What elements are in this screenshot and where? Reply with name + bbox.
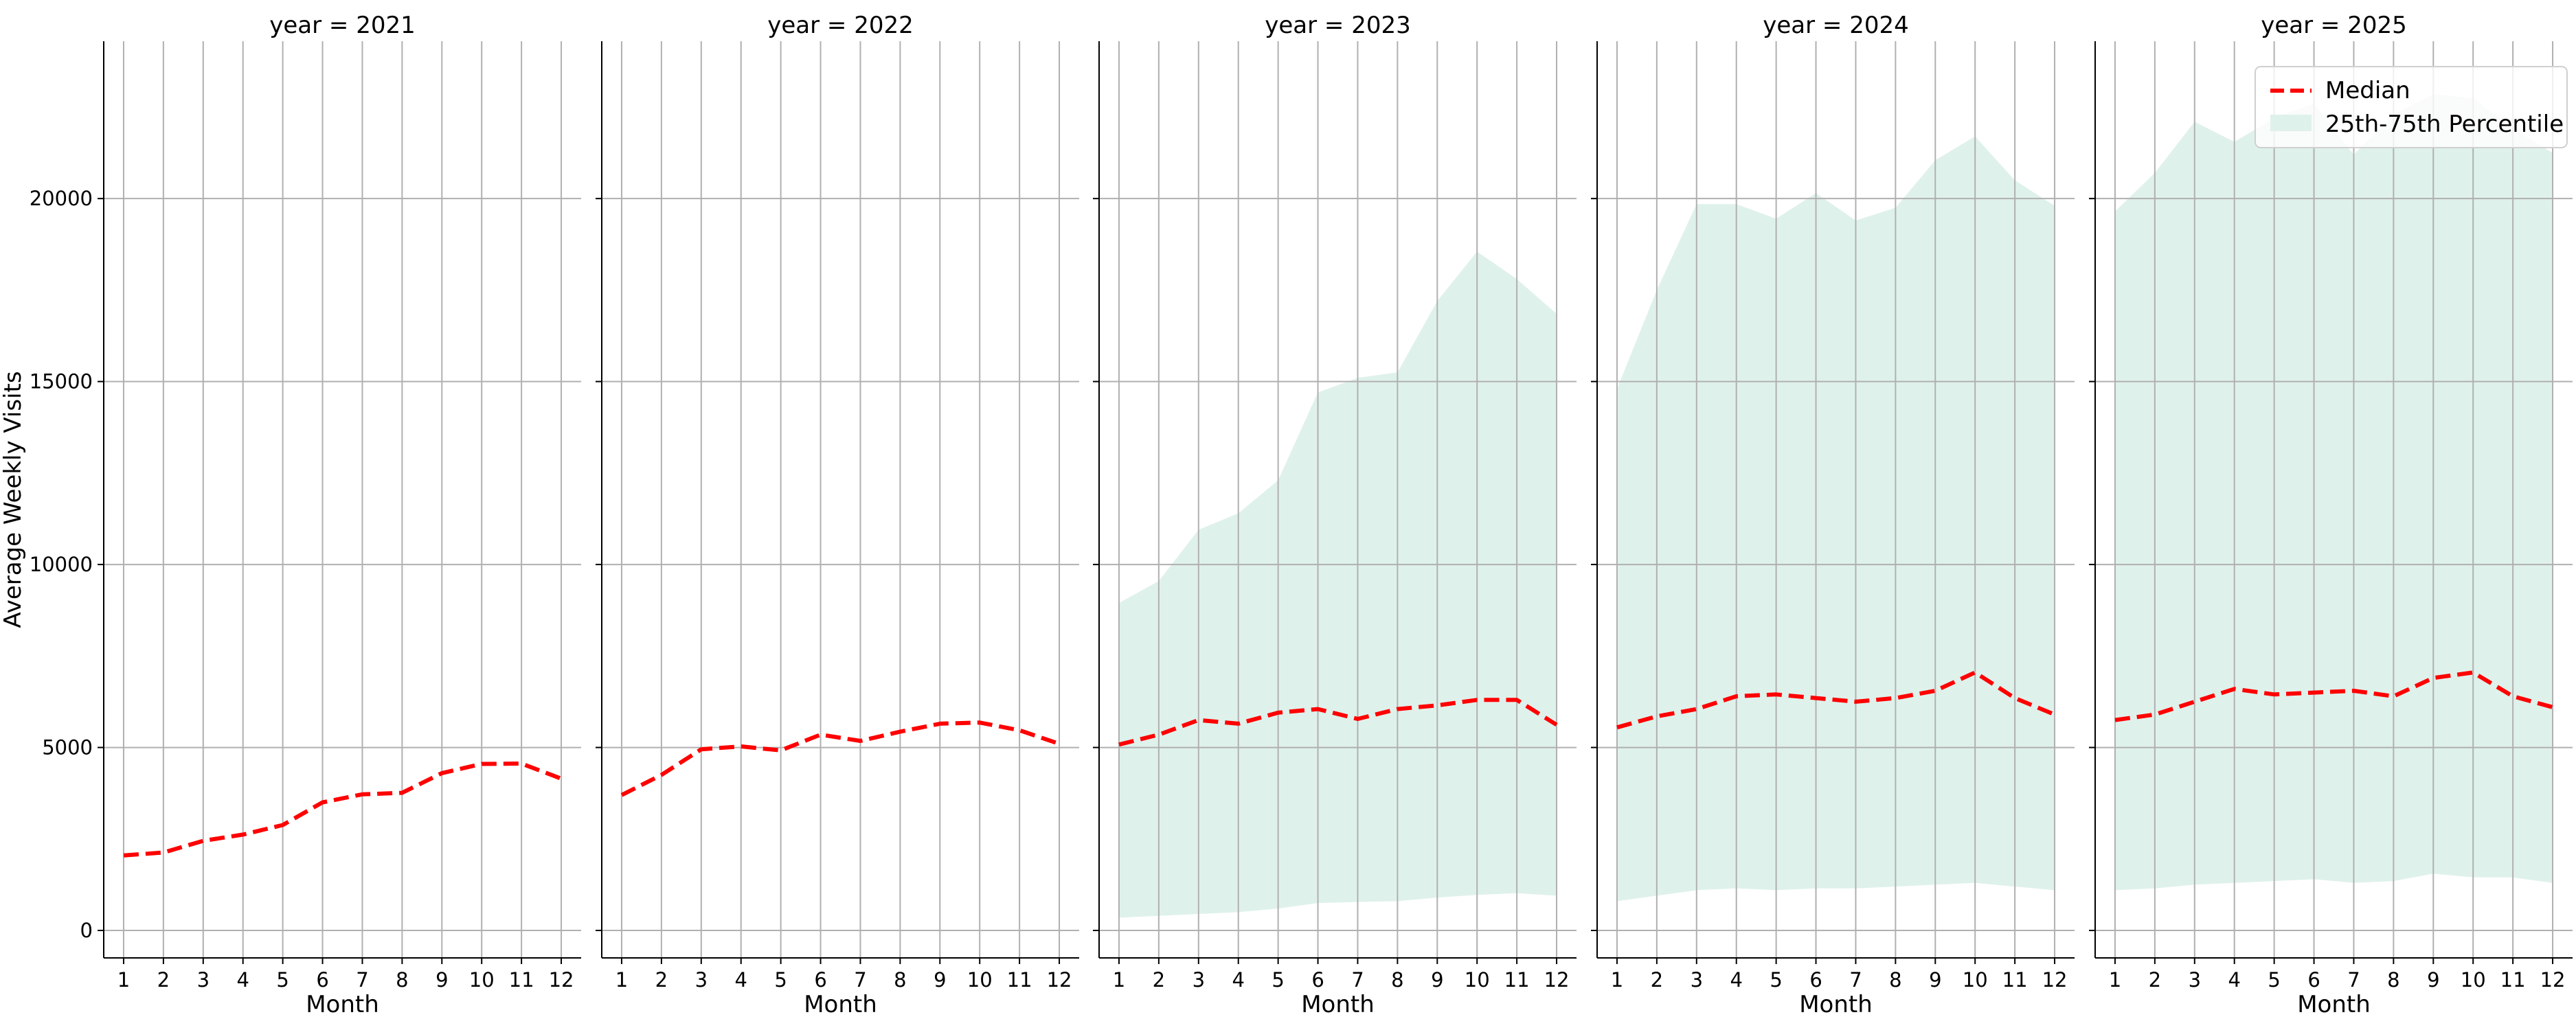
panel-title: year = 2021 [269,12,415,39]
median-line [1616,670,2056,730]
legend-band-label: 25th-75th Percentile [2325,111,2564,138]
x-tick-label: 9 [1929,968,1941,992]
x-axis-title: Month [1301,991,1375,1018]
x-tick-label: 4 [1232,968,1244,992]
median-line [620,720,1060,797]
x-tick-label: 9 [1431,968,1443,992]
legend-band-swatch [2270,115,2312,131]
x-tick-label: 4 [236,968,249,992]
x-tick-label: 6 [2307,968,2320,992]
x-tick-label: 5 [1272,968,1284,992]
panel-title: year = 2022 [767,12,913,39]
x-tick-label: 11 [509,968,534,992]
x-tick-label: 10 [469,968,495,992]
panel-title: year = 2023 [1265,12,1410,39]
legend-box [2255,66,2568,148]
x-tick-label: 10 [2461,968,2486,992]
y-tick-label: 10000 [30,553,93,576]
x-tick-label: 7 [1351,968,1364,992]
x-tick-label: 8 [2387,968,2399,992]
x-axis-title: Month [306,991,379,1018]
panel-title: year = 2024 [1763,12,1908,39]
x-tick-label: 10 [1465,968,1490,992]
x-tick-label: 4 [734,968,747,992]
x-tick-label: 1 [117,968,130,992]
x-tick-label: 7 [1849,968,1862,992]
x-tick-label: 6 [1809,968,1822,992]
x-tick-label: 6 [1311,968,1324,992]
y-tick-label: 15000 [30,370,93,393]
x-tick-label: 1 [615,968,628,992]
percentile-band [2115,94,2553,891]
x-tick-label: 6 [814,968,826,992]
x-tick-label: 12 [1544,968,1570,992]
x-axis-title: Month [804,991,877,1018]
x-tick-label: 12 [2540,968,2566,992]
x-tick-label: 11 [1007,968,1032,992]
x-tick-label: 8 [1889,968,1901,992]
x-tick-label: 4 [1730,968,1742,992]
y-tick-label: 0 [80,919,93,942]
x-tick-label: 3 [2189,968,2201,992]
x-tick-label: 3 [695,968,708,992]
x-tick-label: 9 [436,968,448,992]
median-line [1118,698,1558,747]
x-tick-label: 5 [2268,968,2280,992]
x-tick-label: 5 [1770,968,1782,992]
x-tick-label: 12 [549,968,574,992]
legend: Median 25th-75th Percentile [2255,66,2568,148]
median-line [2114,670,2553,722]
x-tick-label: 5 [276,968,289,992]
x-axis-title: Month [2297,991,2371,1018]
x-tick-label: 8 [894,968,906,992]
x-tick-label: 6 [316,968,328,992]
x-tick-label: 4 [2228,968,2240,992]
x-tick-label: 2 [157,968,170,992]
x-tick-label: 1 [1611,968,1623,992]
x-tick-label: 10 [1963,968,1988,992]
x-tick-label: 9 [934,968,946,992]
x-tick-label: 7 [854,968,866,992]
x-tick-label: 12 [2042,968,2068,992]
percentile-band [1119,251,1557,918]
x-axis-title: Month [1799,991,1873,1018]
x-tick-label: 1 [1113,968,1125,992]
x-tick-label: 1 [2109,968,2121,992]
x-tick-label: 2 [1153,968,1165,992]
x-tick-label: 5 [774,968,787,992]
x-tick-label: 8 [396,968,408,992]
x-tick-label: 3 [1193,968,1205,992]
x-tick-label: 11 [2500,968,2526,992]
x-tick-label: 7 [2347,968,2360,992]
y-tick-label: 5000 [42,736,93,759]
x-tick-label: 2 [1651,968,1663,992]
x-tick-label: 3 [1691,968,1703,992]
x-tick-label: 3 [197,968,210,992]
x-tick-label: 11 [1504,968,1530,992]
median-line [123,762,563,858]
x-tick-label: 2 [655,968,668,992]
x-tick-label: 2 [2149,968,2161,992]
x-tick-label: 9 [2427,968,2439,992]
y-axis-title: Average Weekly Visits [0,371,27,628]
x-tick-label: 8 [1391,968,1403,992]
x-tick-label: 12 [1047,968,1072,992]
y-tick-label: 20000 [30,187,93,210]
x-tick-label: 7 [356,968,368,992]
x-tick-label: 11 [2002,968,2028,992]
percentile-band [1617,136,2055,902]
x-tick-label: 10 [967,968,993,992]
legend-median-label: Median [2325,77,2410,104]
panel-title: year = 2025 [2261,12,2406,39]
